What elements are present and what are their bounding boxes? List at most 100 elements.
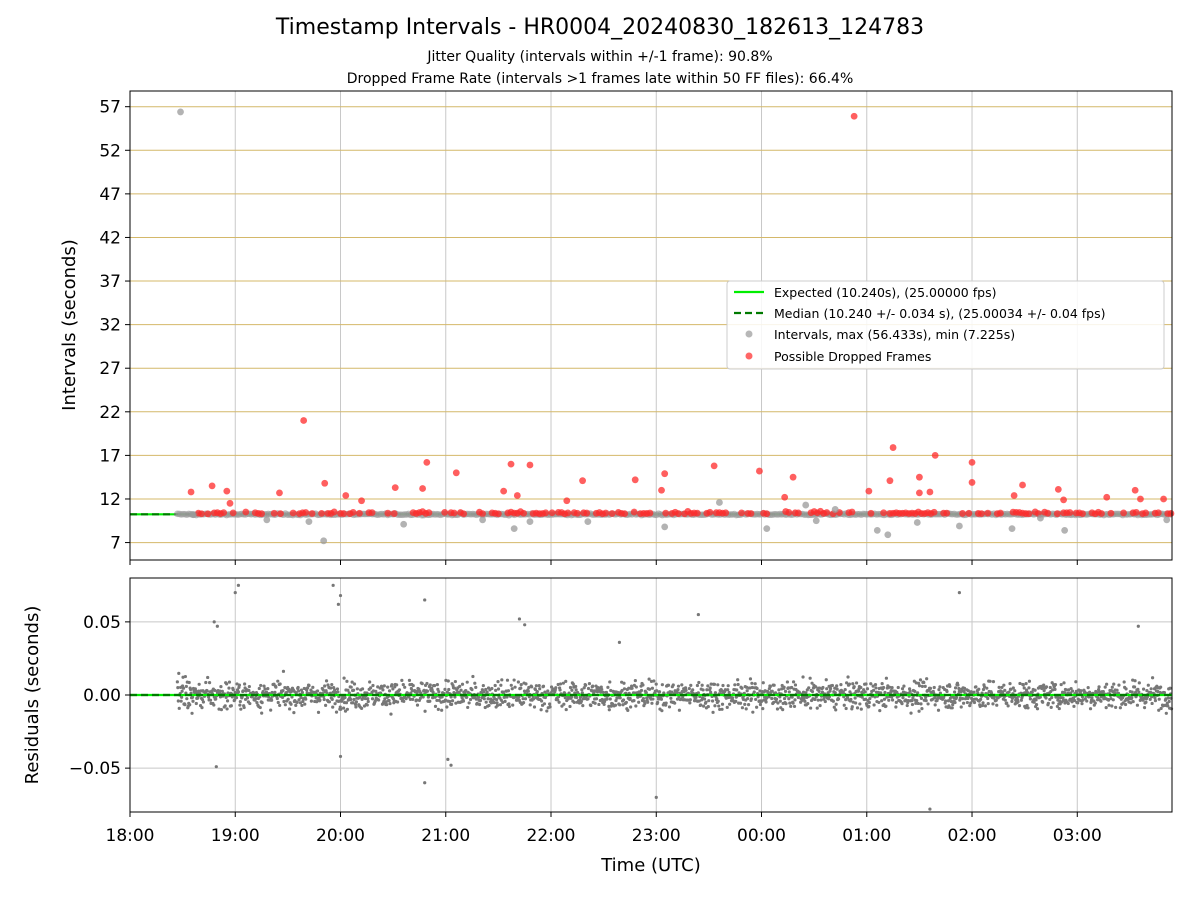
residual-point [366,699,370,704]
residual-point [1105,682,1109,686]
interval-point [955,522,963,530]
residual-point [452,691,456,695]
residual-point [298,701,303,705]
residual-point [985,686,989,690]
residual-point [323,684,327,688]
residual-point [315,689,320,693]
top-y-tick-label: 22 [99,403,121,423]
residual-point [586,686,591,691]
residual-point [705,688,709,692]
residual-point [388,702,392,706]
residual-point [296,685,300,690]
residual-point [916,701,920,706]
residual-point [527,685,531,690]
residual-point [963,697,968,701]
dropped-frame-point [1025,510,1033,518]
residual-point [1042,689,1046,693]
residual-point [1006,704,1010,708]
residual-point [855,706,860,710]
dropped-frame-point [1107,509,1115,517]
residual-point [490,686,494,691]
residual-point [177,671,181,676]
residual-point [428,683,432,687]
residual-point [859,707,863,711]
residual-point [449,702,454,706]
residual-point [408,697,412,701]
residual-point [873,683,878,687]
residual-point [324,679,329,683]
residual-point [629,705,633,709]
dropped-frame-point [276,489,283,497]
residual-point [818,704,822,708]
residual-point [273,690,277,694]
residual-point [604,690,609,695]
dropped-frame-point [646,509,654,517]
residual-point [1072,704,1076,708]
residual-point [608,697,612,701]
residual-point [730,696,735,700]
residual-point [481,683,485,688]
residual-point [431,690,435,694]
dropped-frame-point [423,458,431,466]
residual-point [868,696,872,701]
residual-point [738,701,743,705]
x-tick-label: 03:00 [1053,826,1102,846]
interval-point [1008,525,1016,533]
interval-point [189,511,197,519]
x-tick-label: 23:00 [632,826,681,846]
residual-point [894,705,898,709]
residual-point [445,705,449,709]
residual-point [671,683,675,687]
interval-point [479,516,486,524]
dropped-frame-point [479,510,486,518]
residual-point [638,691,642,695]
residual-point [880,699,884,703]
interval-point [802,501,810,509]
residual-point [634,685,638,689]
residual-point [503,699,507,703]
residual-point [969,701,973,705]
residual-point [869,682,873,686]
residual-point [962,689,966,694]
interval-point [584,518,592,526]
residual-point [510,687,514,691]
residual-point [758,702,763,707]
residual-point [1159,685,1163,689]
residual-point [294,703,298,707]
dropped-frame-point [579,477,586,485]
residual-point [517,617,522,621]
residual-point [366,697,370,701]
dropped-frame-point [340,510,348,517]
dropped-frame-point [358,497,365,505]
residual-point [407,695,411,699]
residual-point [917,684,922,688]
residual-point [1048,685,1052,690]
residual-point [1167,699,1171,704]
residual-point [689,683,693,687]
residual-point [516,680,520,684]
residual-point [301,699,305,704]
residual-point [446,679,450,683]
residual-point [402,699,406,703]
residual-point [965,700,969,705]
dropped-frame-point [968,458,976,466]
residual-point [654,795,658,799]
residual-point [376,685,380,689]
residual-point [937,688,941,692]
residual-point [1099,699,1103,703]
residual-point [1131,699,1135,704]
residual-point [584,683,588,687]
residual-point [411,683,415,688]
residual-point [311,685,315,689]
residual-point [278,682,282,686]
residual-point [262,684,266,688]
residual-point [707,699,711,703]
residual-point [830,683,835,688]
residual-point [242,705,246,710]
residual-point [787,697,791,701]
residual-point [1022,686,1026,690]
dropped-frame-point [1154,509,1162,517]
residual-point [563,696,567,700]
residual-point [450,699,455,703]
residual-point [220,689,224,693]
